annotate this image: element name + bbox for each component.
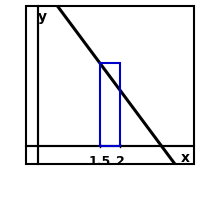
Text: x: x	[180, 151, 189, 165]
Text: y: y	[38, 10, 47, 24]
Text: 1.5: 1.5	[89, 155, 111, 168]
Text: 2: 2	[116, 155, 125, 168]
Bar	[100, 63, 120, 146]
